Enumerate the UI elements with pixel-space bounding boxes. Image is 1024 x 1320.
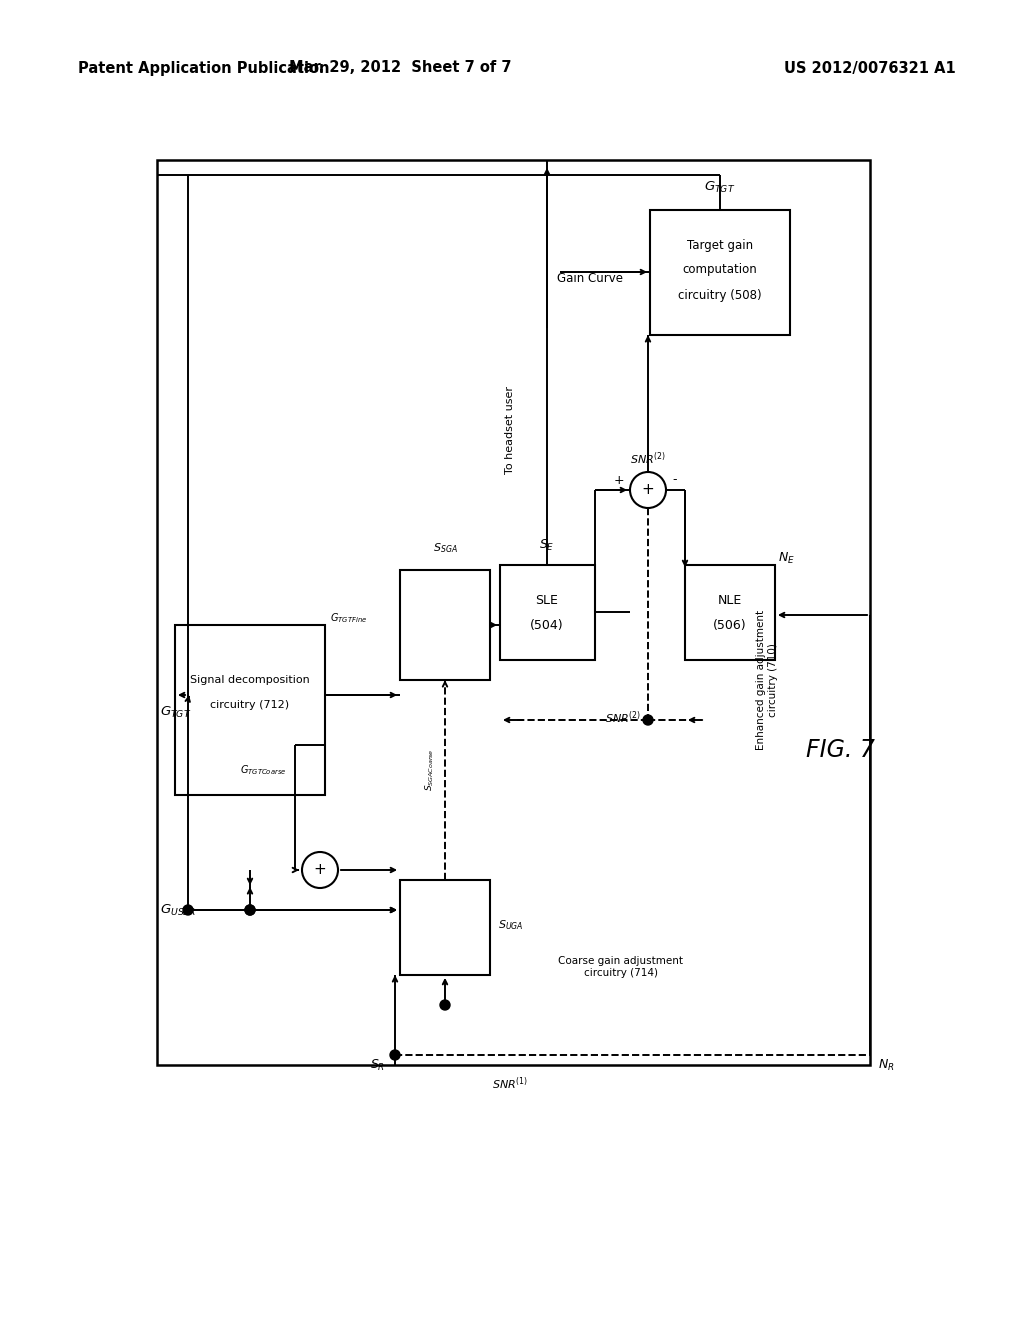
Text: +: +: [313, 862, 327, 878]
Text: Patent Application Publication: Patent Application Publication: [78, 61, 330, 75]
Circle shape: [183, 906, 193, 915]
Text: Enhanced gain adjustment
circuitry (710): Enhanced gain adjustment circuitry (710): [756, 610, 778, 750]
Text: -: -: [672, 474, 677, 487]
Text: $SNR^{(2)}$: $SNR^{(2)}$: [630, 450, 667, 467]
Text: $N_E$: $N_E$: [778, 550, 795, 565]
Bar: [357, 490, 785, 870]
Text: +: +: [642, 483, 654, 498]
Text: Coarse gain adjustment
circuitry (714): Coarse gain adjustment circuitry (714): [558, 956, 683, 978]
Text: computation: computation: [683, 264, 758, 276]
Text: $S_{UGA}$: $S_{UGA}$: [498, 919, 523, 932]
Text: $S_{SGACoarse}$: $S_{SGACoarse}$: [424, 748, 436, 791]
Text: (504): (504): [530, 619, 564, 631]
Bar: [157, 160, 870, 1065]
Text: $S_{SGA}$: $S_{SGA}$: [432, 541, 458, 554]
Text: NLE: NLE: [718, 594, 742, 606]
Circle shape: [245, 906, 255, 915]
Text: To headset user: To headset user: [505, 385, 515, 474]
Bar: [650, 210, 790, 335]
Text: $G_{TGTFine}$: $G_{TGTFine}$: [330, 611, 368, 624]
Circle shape: [390, 1049, 400, 1060]
Text: Mar. 29, 2012  Sheet 7 of 7: Mar. 29, 2012 Sheet 7 of 7: [289, 61, 511, 75]
Text: FIG. 7: FIG. 7: [806, 738, 874, 762]
Bar: [500, 565, 595, 660]
Circle shape: [643, 715, 653, 725]
Text: circuitry (712): circuitry (712): [211, 700, 290, 710]
Circle shape: [245, 906, 255, 915]
Text: $G_{USER}$: $G_{USER}$: [160, 903, 197, 917]
Text: SLE: SLE: [536, 594, 558, 606]
Text: circuitry (508): circuitry (508): [678, 289, 762, 301]
Text: (506): (506): [713, 619, 746, 631]
Text: $S_E$: $S_E$: [540, 539, 555, 553]
Bar: [400, 880, 490, 975]
Text: +: +: [613, 474, 624, 487]
Text: US 2012/0076321 A1: US 2012/0076321 A1: [784, 61, 955, 75]
Bar: [400, 570, 490, 680]
Text: $S_R$: $S_R$: [370, 1059, 385, 1073]
Circle shape: [440, 1001, 450, 1010]
Bar: [175, 624, 325, 795]
Bar: [685, 565, 775, 660]
Text: $SNR^{(2)}$: $SNR^{(2)}$: [605, 710, 641, 726]
Text: Gain Curve: Gain Curve: [557, 272, 623, 285]
Bar: [357, 870, 785, 1045]
Text: Signal decomposition: Signal decomposition: [190, 675, 310, 685]
Text: $G_{TGT}$: $G_{TGT}$: [705, 180, 735, 195]
Text: $G_{TGT}$: $G_{TGT}$: [160, 705, 191, 719]
Text: $SNR^{(1)}$: $SNR^{(1)}$: [492, 1074, 528, 1092]
Text: $G_{TGTCoarse}$: $G_{TGTCoarse}$: [240, 763, 287, 777]
Text: $N_R$: $N_R$: [878, 1059, 895, 1073]
Text: Target gain: Target gain: [687, 239, 753, 252]
